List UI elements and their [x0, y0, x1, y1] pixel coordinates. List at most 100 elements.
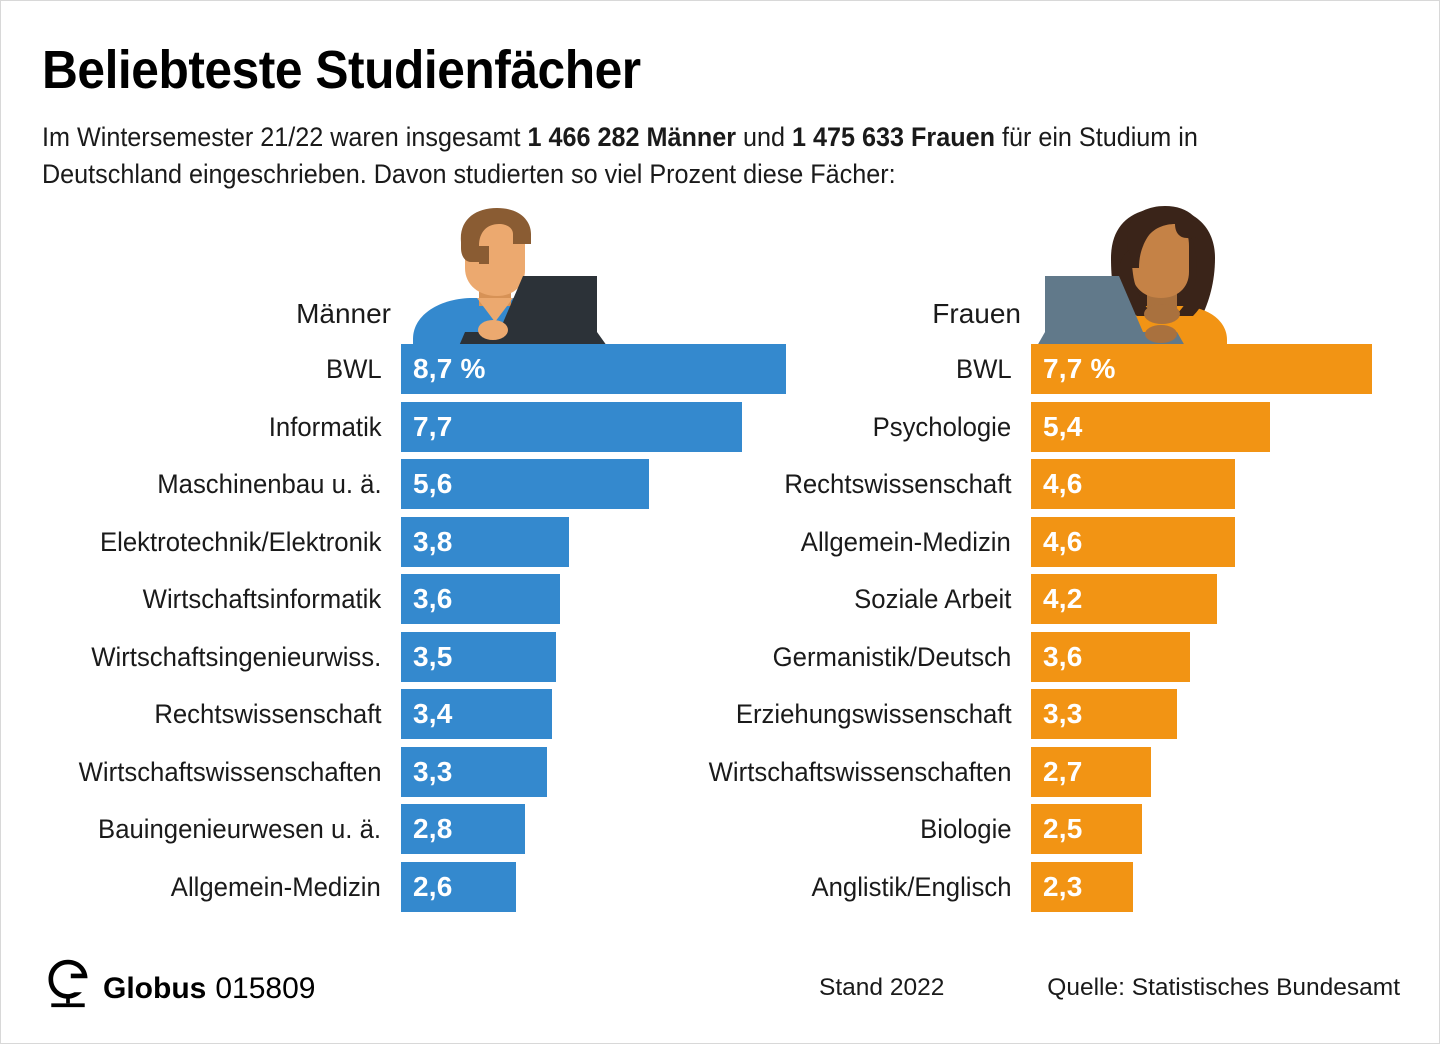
- panel-men-title: Männer: [296, 298, 391, 329]
- bar-fill: 3,3: [1031, 689, 1177, 739]
- bar-track: 3,6: [1031, 631, 1190, 682]
- bar-value: 4,2: [1043, 583, 1083, 614]
- bar-label: Allgemein-Medizin: [171, 871, 382, 902]
- bar-fill: 3,3: [401, 746, 547, 797]
- bar-label: Psychologie: [872, 411, 1012, 442]
- bar-fill: 3,6: [1031, 631, 1190, 682]
- table-row: Biologie 2,5: [631, 804, 1431, 862]
- bar-fill: 5,6: [401, 459, 649, 509]
- bar-track: 3,5: [401, 631, 556, 682]
- bar-fill: 8,7 %: [401, 344, 786, 394]
- table-row: Anglistik/Englisch 2,3: [631, 861, 1431, 920]
- man-with-laptop-icon: [401, 206, 621, 346]
- logo-number: 015809: [215, 972, 316, 1005]
- footer: Globus 015809 Stand 2022 Quelle: Statist…: [1, 956, 1439, 1036]
- globus-logo: Globus 015809: [42, 956, 315, 1008]
- bar-label: Maschinenbau u. ä.: [156, 469, 382, 499]
- subtitle-part-2: und: [736, 122, 793, 152]
- table-row: Soziale Arbeit 4,2: [631, 574, 1431, 632]
- bar-label: Rechtswissenschaft: [154, 699, 382, 729]
- bar-value: 5,4: [1043, 410, 1083, 442]
- woman-with-laptop-icon: [1031, 206, 1251, 346]
- table-row: BWL 8,7 %: [1, 344, 801, 402]
- bar-label: Germanistik/Deutsch: [772, 641, 1012, 672]
- bar-value: 4,6: [1043, 468, 1083, 499]
- bar-track: 7,7: [401, 401, 742, 452]
- bar-label: Biologie: [919, 814, 1012, 844]
- table-row: Germanistik/Deutsch 3,6: [631, 631, 1431, 690]
- page-title: Beliebteste Studienfächer: [42, 40, 641, 100]
- bar-track: 7,7 %: [1031, 344, 1372, 394]
- subtitle-part-1: Im Wintersemester 21/22 waren insgesamt: [42, 122, 528, 152]
- bar-fill: 3,6: [401, 574, 560, 624]
- subtitle: Im Wintersemester 21/22 waren insgesamt …: [42, 119, 1334, 193]
- bar-value: 2,3: [1043, 870, 1083, 902]
- bar-track: 3,3: [401, 746, 547, 797]
- bar-label: Wirtschaftsinformatik: [142, 584, 382, 614]
- table-row: Wirtschaftswissenschaften 3,3: [1, 746, 801, 805]
- bar-value: 5,6: [413, 468, 453, 499]
- bar-fill: 3,8: [401, 516, 569, 567]
- bar-value: 7,7: [413, 410, 453, 442]
- bar-value: 7,7 %: [1043, 353, 1116, 384]
- bar-fill: 4,2: [1031, 574, 1217, 624]
- table-row: Rechtswissenschaft 4,6: [631, 459, 1431, 517]
- bar-fill: 4,6: [1031, 459, 1235, 509]
- table-row: Informatik 7,7: [1, 401, 801, 460]
- table-row: Elektrotechnik/Elektronik 3,8: [1, 516, 801, 575]
- table-row: Allgemein-Medizin 2,6: [1, 861, 801, 920]
- bar-label: Wirtschaftsingenieurwiss.: [91, 641, 382, 672]
- bar-value: 3,8: [413, 525, 453, 557]
- bar-label: Anglistik/Englisch: [811, 871, 1012, 902]
- table-row: Rechtswissenschaft 3,4: [1, 689, 801, 747]
- bar-fill: 3,5: [401, 631, 556, 682]
- table-row: Bauingenieurwesen u. ä. 2,8: [1, 804, 801, 862]
- bar-track: 4,2: [1031, 574, 1217, 624]
- bar-value: 3,6: [1043, 640, 1083, 672]
- bar-track: 5,4: [1031, 401, 1270, 452]
- table-row: Wirtschaftswissenschaften 2,7: [631, 746, 1431, 805]
- bars-men: BWL 8,7 % Informatik 7,7 Maschinenbau u.…: [1, 344, 801, 919]
- bar-track: 2,8: [401, 804, 525, 854]
- table-row: Maschinenbau u. ä. 5,6: [1, 459, 801, 517]
- bar-value: 2,7: [1043, 755, 1083, 787]
- bar-track: 2,6: [401, 861, 516, 912]
- stand-date: Stand 2022: [819, 974, 945, 1001]
- bar-label: BWL: [955, 354, 1012, 384]
- table-row: Wirtschaftsingenieurwiss. 3,5: [1, 631, 801, 690]
- bar-fill: 4,6: [1031, 516, 1235, 567]
- bar-track: 2,3: [1031, 861, 1133, 912]
- bar-fill: 5,4: [1031, 401, 1270, 452]
- table-row: BWL 7,7 %: [631, 344, 1431, 402]
- bar-value: 2,6: [413, 870, 453, 902]
- table-row: Allgemein-Medizin 4,6: [631, 516, 1431, 575]
- table-row: Wirtschaftsinformatik 3,6: [1, 574, 801, 632]
- subtitle-men-count: 1 466 282 Männer: [527, 122, 737, 152]
- panel-women-title: Frauen: [932, 298, 1021, 329]
- bar-value: 4,6: [1043, 525, 1083, 557]
- bar-fill: 2,5: [1031, 804, 1142, 854]
- bar-track: 5,6: [401, 459, 649, 509]
- bar-value: 3,6: [413, 583, 453, 614]
- bar-label: Allgemein-Medizin: [801, 526, 1012, 557]
- bar-value: 2,5: [1043, 813, 1083, 844]
- bar-fill: 2,6: [401, 861, 516, 912]
- bar-label: Soziale Arbeit: [854, 584, 1012, 614]
- bar-fill: 3,4: [401, 689, 552, 739]
- subtitle-women-count: 1 475 633 Frauen: [792, 122, 995, 152]
- bar-value: 3,5: [413, 640, 453, 672]
- bars-women: BWL 7,7 % Psychologie 5,4 Rechtswissensc…: [631, 344, 1431, 919]
- bar-value: 2,8: [413, 813, 453, 844]
- bar-value: 3,3: [413, 755, 453, 787]
- bar-track: 8,7 %: [401, 344, 786, 394]
- bar-track: 4,6: [1031, 459, 1235, 509]
- bar-track: 3,6: [401, 574, 560, 624]
- bar-label: Rechtswissenschaft: [784, 469, 1012, 499]
- bar-fill: 2,7: [1031, 746, 1151, 797]
- bar-track: 3,4: [401, 689, 552, 739]
- bar-value: 3,3: [1043, 698, 1083, 729]
- bar-track: 3,3: [1031, 689, 1177, 739]
- bar-label: Bauingenieurwesen u. ä.: [98, 814, 382, 844]
- bar-fill: 7,7 %: [1031, 344, 1372, 394]
